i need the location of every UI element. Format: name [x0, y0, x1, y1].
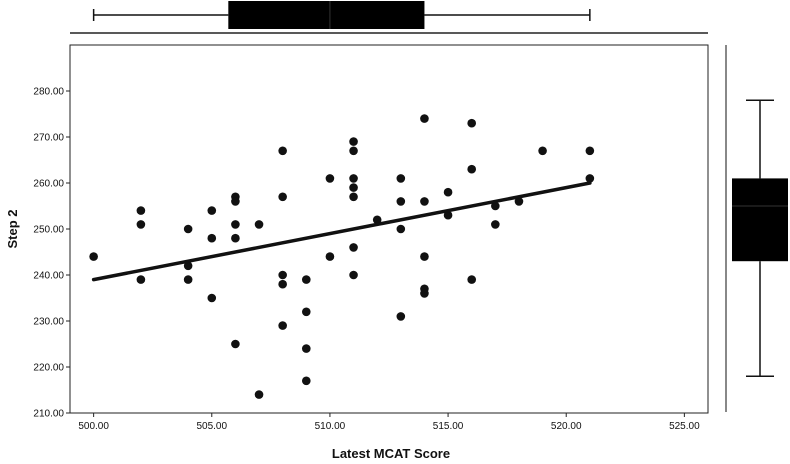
regression-line-group — [91, 181, 592, 282]
x-tick-label: 525.00 — [669, 421, 700, 432]
y-box — [732, 178, 788, 262]
data-point — [585, 174, 595, 183]
x-axis-ticks: 500.00 505.00 510.00 515.00 520.00 525.00 — [78, 413, 700, 432]
data-point — [325, 252, 335, 261]
data-point — [183, 261, 193, 271]
y-tick-label: 260.00 — [33, 179, 64, 190]
data-point — [420, 252, 429, 261]
data-point — [278, 270, 287, 280]
data-point — [585, 146, 595, 156]
data-point — [231, 220, 240, 229]
data-point — [278, 279, 287, 289]
data-point — [325, 174, 335, 183]
data-point — [278, 146, 287, 156]
data-point — [207, 206, 217, 215]
x-tick-label: 510.00 — [315, 421, 346, 432]
data-points — [89, 114, 595, 399]
data-point — [349, 174, 358, 183]
data-point — [491, 201, 500, 211]
data-point — [207, 293, 217, 303]
data-point — [467, 164, 477, 174]
data-point — [136, 220, 146, 229]
data-point — [538, 146, 547, 156]
data-point — [254, 390, 264, 399]
data-point — [231, 197, 240, 206]
data-point — [207, 233, 217, 243]
data-point — [278, 321, 287, 330]
y-tick-label: 240.00 — [33, 271, 64, 282]
data-point — [349, 192, 358, 202]
y-tick-label: 220.00 — [33, 363, 64, 374]
data-point — [420, 197, 429, 206]
x-tick-label: 520.00 — [551, 421, 582, 432]
data-point — [396, 197, 406, 206]
data-point — [349, 137, 358, 146]
x-box — [228, 1, 425, 29]
data-point — [443, 210, 453, 220]
data-point — [372, 215, 382, 225]
y-axis-ticks: 210.00 220.00 230.00 240.00 250.00 260.00 270.… — [33, 87, 70, 420]
data-point — [491, 220, 500, 229]
y-tick-label: 280.00 — [33, 87, 64, 98]
data-point — [301, 344, 311, 353]
y-tick-label: 230.00 — [33, 317, 64, 328]
data-point — [396, 312, 406, 321]
data-point — [514, 197, 524, 206]
data-point — [349, 270, 358, 280]
x-tick-label: 500.00 — [78, 421, 109, 432]
data-point — [443, 187, 453, 197]
data-point — [420, 114, 429, 123]
data-point — [278, 192, 287, 202]
x-tick-label: 515.00 — [433, 421, 464, 432]
data-point — [349, 183, 358, 192]
data-point — [183, 275, 193, 284]
y-axis-title: Step 2 — [5, 209, 20, 248]
data-point — [396, 224, 406, 234]
data-point — [396, 174, 406, 183]
data-point — [89, 252, 98, 261]
y-tick-label: 270.00 — [33, 133, 64, 144]
x-marginal-boxplot — [92, 1, 591, 29]
y-marginal-boxplot — [732, 99, 788, 377]
x-axis-title: Latest MCAT Score — [332, 446, 450, 461]
data-point — [136, 206, 146, 215]
data-point — [349, 146, 358, 156]
y-tick-label: 210.00 — [33, 409, 64, 420]
x-tick-label: 505.00 — [196, 421, 227, 432]
data-point — [420, 289, 429, 298]
data-point — [183, 224, 193, 234]
plot-frame — [69, 44, 709, 414]
data-point — [231, 339, 240, 349]
regression-line — [91, 181, 592, 282]
y-tick-label: 250.00 — [33, 225, 64, 236]
data-point — [467, 118, 477, 128]
data-point — [467, 275, 477, 284]
data-point — [301, 307, 311, 317]
data-point — [231, 233, 240, 243]
data-point — [301, 275, 311, 284]
data-point — [349, 243, 358, 252]
data-point — [254, 220, 264, 229]
data-point — [301, 376, 311, 386]
data-point — [136, 275, 146, 284]
